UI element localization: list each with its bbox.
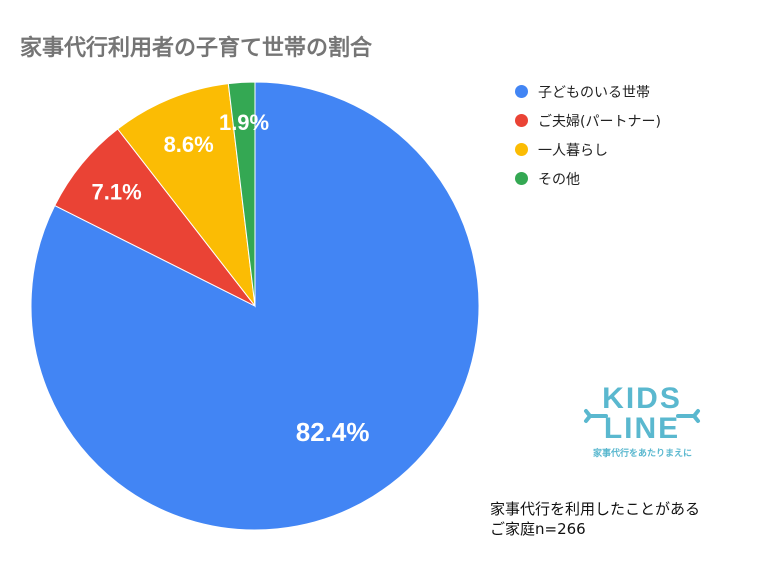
pie-chart: 82.4% 7.1% 8.6%1.9% — [30, 81, 480, 531]
sample-note: 家事代行を利用したことがある ご家庭n=266 — [490, 499, 700, 539]
legend-item: ご夫婦(パートナー) — [515, 106, 661, 135]
legend-item: その他 — [515, 164, 661, 193]
logo-line2: LINE — [604, 412, 680, 445]
legend-item: 子どものいる世帯 — [515, 77, 661, 106]
legend-swatch-icon — [515, 85, 528, 98]
legend-label: 一人暮らし — [538, 142, 608, 159]
legend: 子どものいる世帯 ご夫婦(パートナー) 一人暮らし その他 — [515, 77, 661, 193]
slice-value-label: 8.6% — [164, 132, 214, 157]
pie-slice — [227, 81, 256, 307]
pie-slice — [54, 128, 256, 307]
sample-note-line1: 家事代行を利用したことがある — [490, 500, 701, 518]
logo-line1: KIDS — [602, 382, 682, 415]
legend-label: ご夫婦(パートナー) — [538, 113, 661, 130]
slice-value-label: 1.9% — [219, 110, 269, 135]
legend-label: その他 — [538, 171, 580, 188]
legend-swatch-icon — [515, 114, 528, 127]
logo-tagline: 家事代行をあたりまえに — [593, 449, 693, 459]
sample-note-line2: ご家庭n=266 — [490, 520, 586, 538]
kids-line-logo: KIDS LINE — [584, 382, 700, 445]
legend-item: 一人暮らし — [515, 135, 661, 164]
slice-value-label: 7.1% — [91, 180, 141, 205]
legend-label: 子どものいる世帯 — [538, 84, 650, 101]
slice-value-label: 82.4% — [296, 417, 370, 447]
pie-slice — [117, 83, 256, 308]
legend-swatch-icon — [515, 143, 528, 156]
chart-title: 家事代行利用者の子育て世帯の割合 — [20, 36, 373, 61]
legend-swatch-icon — [515, 172, 528, 185]
